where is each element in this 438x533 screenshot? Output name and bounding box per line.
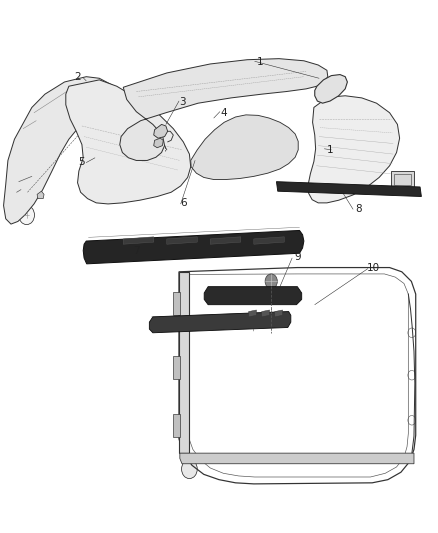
Polygon shape bbox=[276, 182, 421, 197]
Text: 8: 8 bbox=[355, 204, 362, 214]
Text: 2: 2 bbox=[74, 71, 81, 82]
Text: 4: 4 bbox=[220, 108, 226, 118]
Polygon shape bbox=[191, 115, 298, 180]
Polygon shape bbox=[254, 237, 284, 244]
Polygon shape bbox=[120, 59, 328, 160]
Polygon shape bbox=[154, 138, 163, 148]
Circle shape bbox=[182, 459, 197, 479]
Polygon shape bbox=[261, 310, 269, 317]
Polygon shape bbox=[83, 230, 304, 264]
Polygon shape bbox=[315, 75, 347, 103]
Text: 3: 3 bbox=[179, 97, 185, 107]
Circle shape bbox=[19, 206, 35, 224]
Polygon shape bbox=[275, 310, 283, 317]
Polygon shape bbox=[180, 453, 414, 464]
Text: 1: 1 bbox=[257, 58, 264, 67]
Polygon shape bbox=[173, 292, 180, 316]
Polygon shape bbox=[179, 272, 189, 453]
Circle shape bbox=[235, 138, 254, 161]
Text: 10: 10 bbox=[367, 263, 380, 272]
Polygon shape bbox=[173, 356, 180, 379]
Polygon shape bbox=[204, 287, 302, 305]
Polygon shape bbox=[308, 96, 399, 203]
Polygon shape bbox=[66, 80, 191, 204]
Polygon shape bbox=[154, 124, 168, 138]
Polygon shape bbox=[149, 312, 291, 333]
Polygon shape bbox=[210, 237, 241, 244]
Polygon shape bbox=[4, 77, 121, 224]
Polygon shape bbox=[123, 237, 154, 244]
Polygon shape bbox=[37, 191, 44, 199]
Polygon shape bbox=[391, 171, 414, 188]
Polygon shape bbox=[249, 310, 256, 317]
Polygon shape bbox=[173, 414, 180, 437]
Text: 9: 9 bbox=[294, 252, 300, 262]
Circle shape bbox=[265, 274, 277, 289]
Text: 5: 5 bbox=[78, 157, 85, 166]
Text: 7: 7 bbox=[133, 246, 140, 256]
Text: 6: 6 bbox=[180, 198, 187, 208]
Text: 1: 1 bbox=[327, 145, 333, 155]
Polygon shape bbox=[167, 237, 197, 244]
